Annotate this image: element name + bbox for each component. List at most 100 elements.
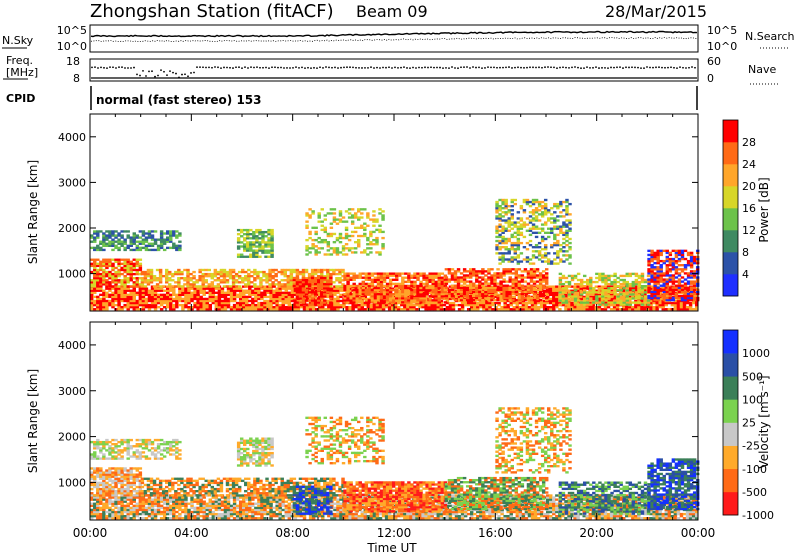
echo-cell <box>520 270 525 273</box>
echo-cell <box>117 264 121 268</box>
echo-cell <box>181 305 185 309</box>
echo-cell <box>470 301 474 305</box>
echo-cell <box>640 303 645 306</box>
echo-cell <box>385 274 390 277</box>
echo-cell <box>235 293 240 297</box>
echo-cell <box>175 230 179 233</box>
echo-cell <box>272 285 276 288</box>
echo-cell <box>318 305 322 309</box>
echo-cell <box>93 238 97 241</box>
echo-cell <box>305 297 310 301</box>
echo-cell <box>555 293 559 297</box>
echo-cell <box>335 277 339 280</box>
echo-cell <box>161 274 166 278</box>
echo-cell <box>261 237 265 240</box>
echo-cell <box>308 230 312 234</box>
echo-cell <box>267 249 271 252</box>
echo-cell <box>391 272 396 275</box>
echo-cell <box>105 236 109 239</box>
echo-cell <box>507 258 511 261</box>
echo-cell <box>102 238 106 241</box>
echo-cell <box>427 303 431 307</box>
echo-cell <box>323 285 327 288</box>
echo-cell <box>366 297 371 301</box>
echo-cell <box>159 230 164 233</box>
echo-cell <box>416 286 420 290</box>
echo-cell <box>126 293 130 297</box>
nave-dot <box>100 66 102 69</box>
echo-cell <box>152 279 157 282</box>
echo-cell <box>522 246 527 249</box>
echo-cell <box>640 289 645 292</box>
echo-cell <box>369 218 373 221</box>
echo-cell <box>490 274 494 277</box>
echo-cell <box>320 285 324 288</box>
echo-cell <box>245 301 249 305</box>
echo-cell <box>682 303 687 307</box>
echo-cell <box>358 284 362 288</box>
echo-cell <box>601 295 605 298</box>
nave-dot <box>619 66 621 69</box>
echo-cell <box>108 264 112 268</box>
echo-cell <box>543 260 548 263</box>
echo-cell <box>388 278 393 281</box>
echo-cell <box>510 246 514 249</box>
echo-cell <box>172 230 176 233</box>
echo-cell <box>395 292 399 296</box>
echo-cell <box>350 222 355 225</box>
echo-cell <box>541 276 546 279</box>
echo-cell <box>570 291 575 294</box>
echo-cell <box>487 268 491 271</box>
echo-cell <box>507 221 511 224</box>
echo-cell <box>682 308 687 311</box>
echo-cell <box>404 290 408 294</box>
echo-cell <box>559 231 563 235</box>
echo-cell <box>90 293 94 297</box>
echo-cell <box>126 272 130 276</box>
echo-cell <box>153 301 158 305</box>
echo-cell <box>295 293 300 296</box>
echo-cell <box>517 276 522 279</box>
echo-cell <box>419 274 423 277</box>
echo-cell <box>264 241 268 244</box>
echo-cell <box>132 281 136 284</box>
echo-cell <box>226 301 231 305</box>
echo-cell <box>562 260 566 263</box>
echo-cell <box>251 291 255 294</box>
echo-cell <box>425 301 429 304</box>
echo-cell <box>254 287 258 290</box>
echo-cell <box>168 283 172 286</box>
echo-cell <box>465 286 470 289</box>
echo-cell <box>540 239 545 243</box>
echo-cell <box>628 272 633 276</box>
echo-cell <box>196 291 200 294</box>
echo-cell <box>553 202 557 206</box>
echo-cell <box>346 290 350 294</box>
echo-cell <box>153 230 158 233</box>
echo-cell <box>289 277 294 280</box>
echo-cell <box>93 281 97 284</box>
echo-cell <box>406 289 410 292</box>
echo-cell <box>102 240 106 243</box>
echo-cell <box>532 272 537 275</box>
echo-cell <box>177 268 181 272</box>
echo-cell <box>507 223 511 226</box>
echo-cell <box>275 299 279 303</box>
echo-cell <box>499 284 503 287</box>
echo-cell <box>597 293 602 297</box>
echo-cell <box>187 287 191 290</box>
echo-cell <box>114 303 118 307</box>
echo-cell <box>226 291 231 294</box>
echo-cell <box>589 282 593 286</box>
echo-cell <box>398 274 402 277</box>
echo-cell <box>317 241 321 244</box>
echo-cell <box>372 238 376 242</box>
nave-dot <box>526 66 528 69</box>
echo-cell <box>459 284 464 287</box>
echo-cell <box>159 303 164 307</box>
echo-cell <box>360 303 364 307</box>
echo-cell <box>640 297 645 300</box>
echo-cell <box>366 253 370 256</box>
echo-cell <box>521 308 526 311</box>
echo-cell <box>547 219 551 222</box>
